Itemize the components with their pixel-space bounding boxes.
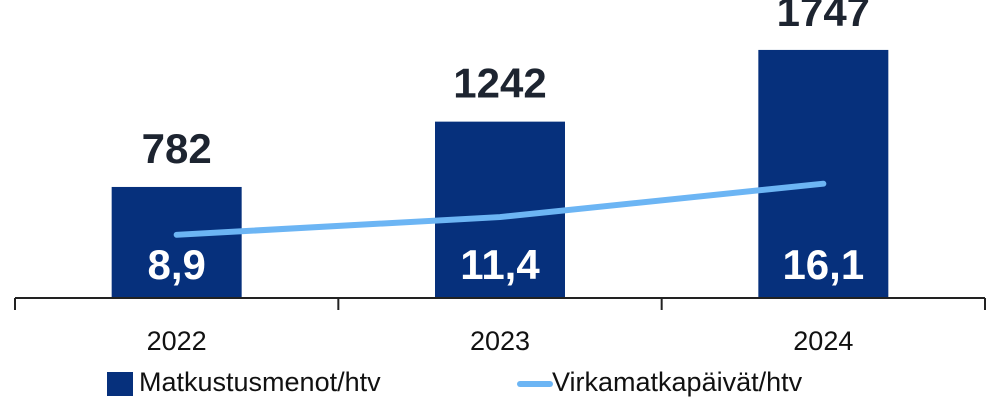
- line-value-label: 11,4: [460, 241, 540, 288]
- legend-swatch: [107, 372, 133, 396]
- bar-value-label: 782: [142, 125, 212, 172]
- bar: [758, 49, 889, 299]
- bar: [111, 186, 242, 298]
- legend-label: Matkustusmenot/htv: [139, 367, 381, 397]
- x-tick-label: 2023: [470, 326, 530, 356]
- line-value-label: 8,9: [147, 241, 205, 288]
- x-tick-label: 2024: [793, 326, 853, 356]
- bar-value-label: 1242: [453, 60, 546, 107]
- bar-value-label: 1747: [777, 0, 870, 35]
- line: [173, 180, 827, 238]
- legend-label: Virkamatkapäivät/htv: [552, 367, 803, 397]
- line-value-label: 16,1: [782, 241, 864, 288]
- x-tick-label: 2022: [147, 326, 207, 356]
